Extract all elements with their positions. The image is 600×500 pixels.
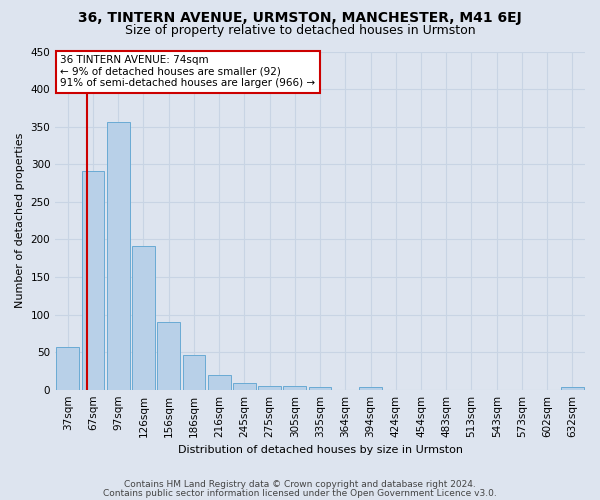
Bar: [561, 386, 584, 390]
Bar: [233, 383, 256, 390]
Bar: [258, 386, 281, 390]
Bar: [107, 122, 130, 390]
Bar: [182, 355, 205, 390]
Bar: [283, 386, 306, 390]
Y-axis label: Number of detached properties: Number of detached properties: [15, 133, 25, 308]
Text: Size of property relative to detached houses in Urmston: Size of property relative to detached ho…: [125, 24, 475, 37]
Bar: [82, 171, 104, 390]
Bar: [309, 388, 331, 390]
Text: 36 TINTERN AVENUE: 74sqm
← 9% of detached houses are smaller (92)
91% of semi-de: 36 TINTERN AVENUE: 74sqm ← 9% of detache…: [60, 56, 316, 88]
Bar: [359, 386, 382, 390]
Bar: [56, 347, 79, 390]
Text: Contains public sector information licensed under the Open Government Licence v3: Contains public sector information licen…: [103, 488, 497, 498]
Bar: [157, 322, 180, 390]
X-axis label: Distribution of detached houses by size in Urmston: Distribution of detached houses by size …: [178, 445, 463, 455]
Bar: [208, 376, 230, 390]
Bar: [132, 246, 155, 390]
Text: 36, TINTERN AVENUE, URMSTON, MANCHESTER, M41 6EJ: 36, TINTERN AVENUE, URMSTON, MANCHESTER,…: [78, 11, 522, 25]
Text: Contains HM Land Registry data © Crown copyright and database right 2024.: Contains HM Land Registry data © Crown c…: [124, 480, 476, 489]
